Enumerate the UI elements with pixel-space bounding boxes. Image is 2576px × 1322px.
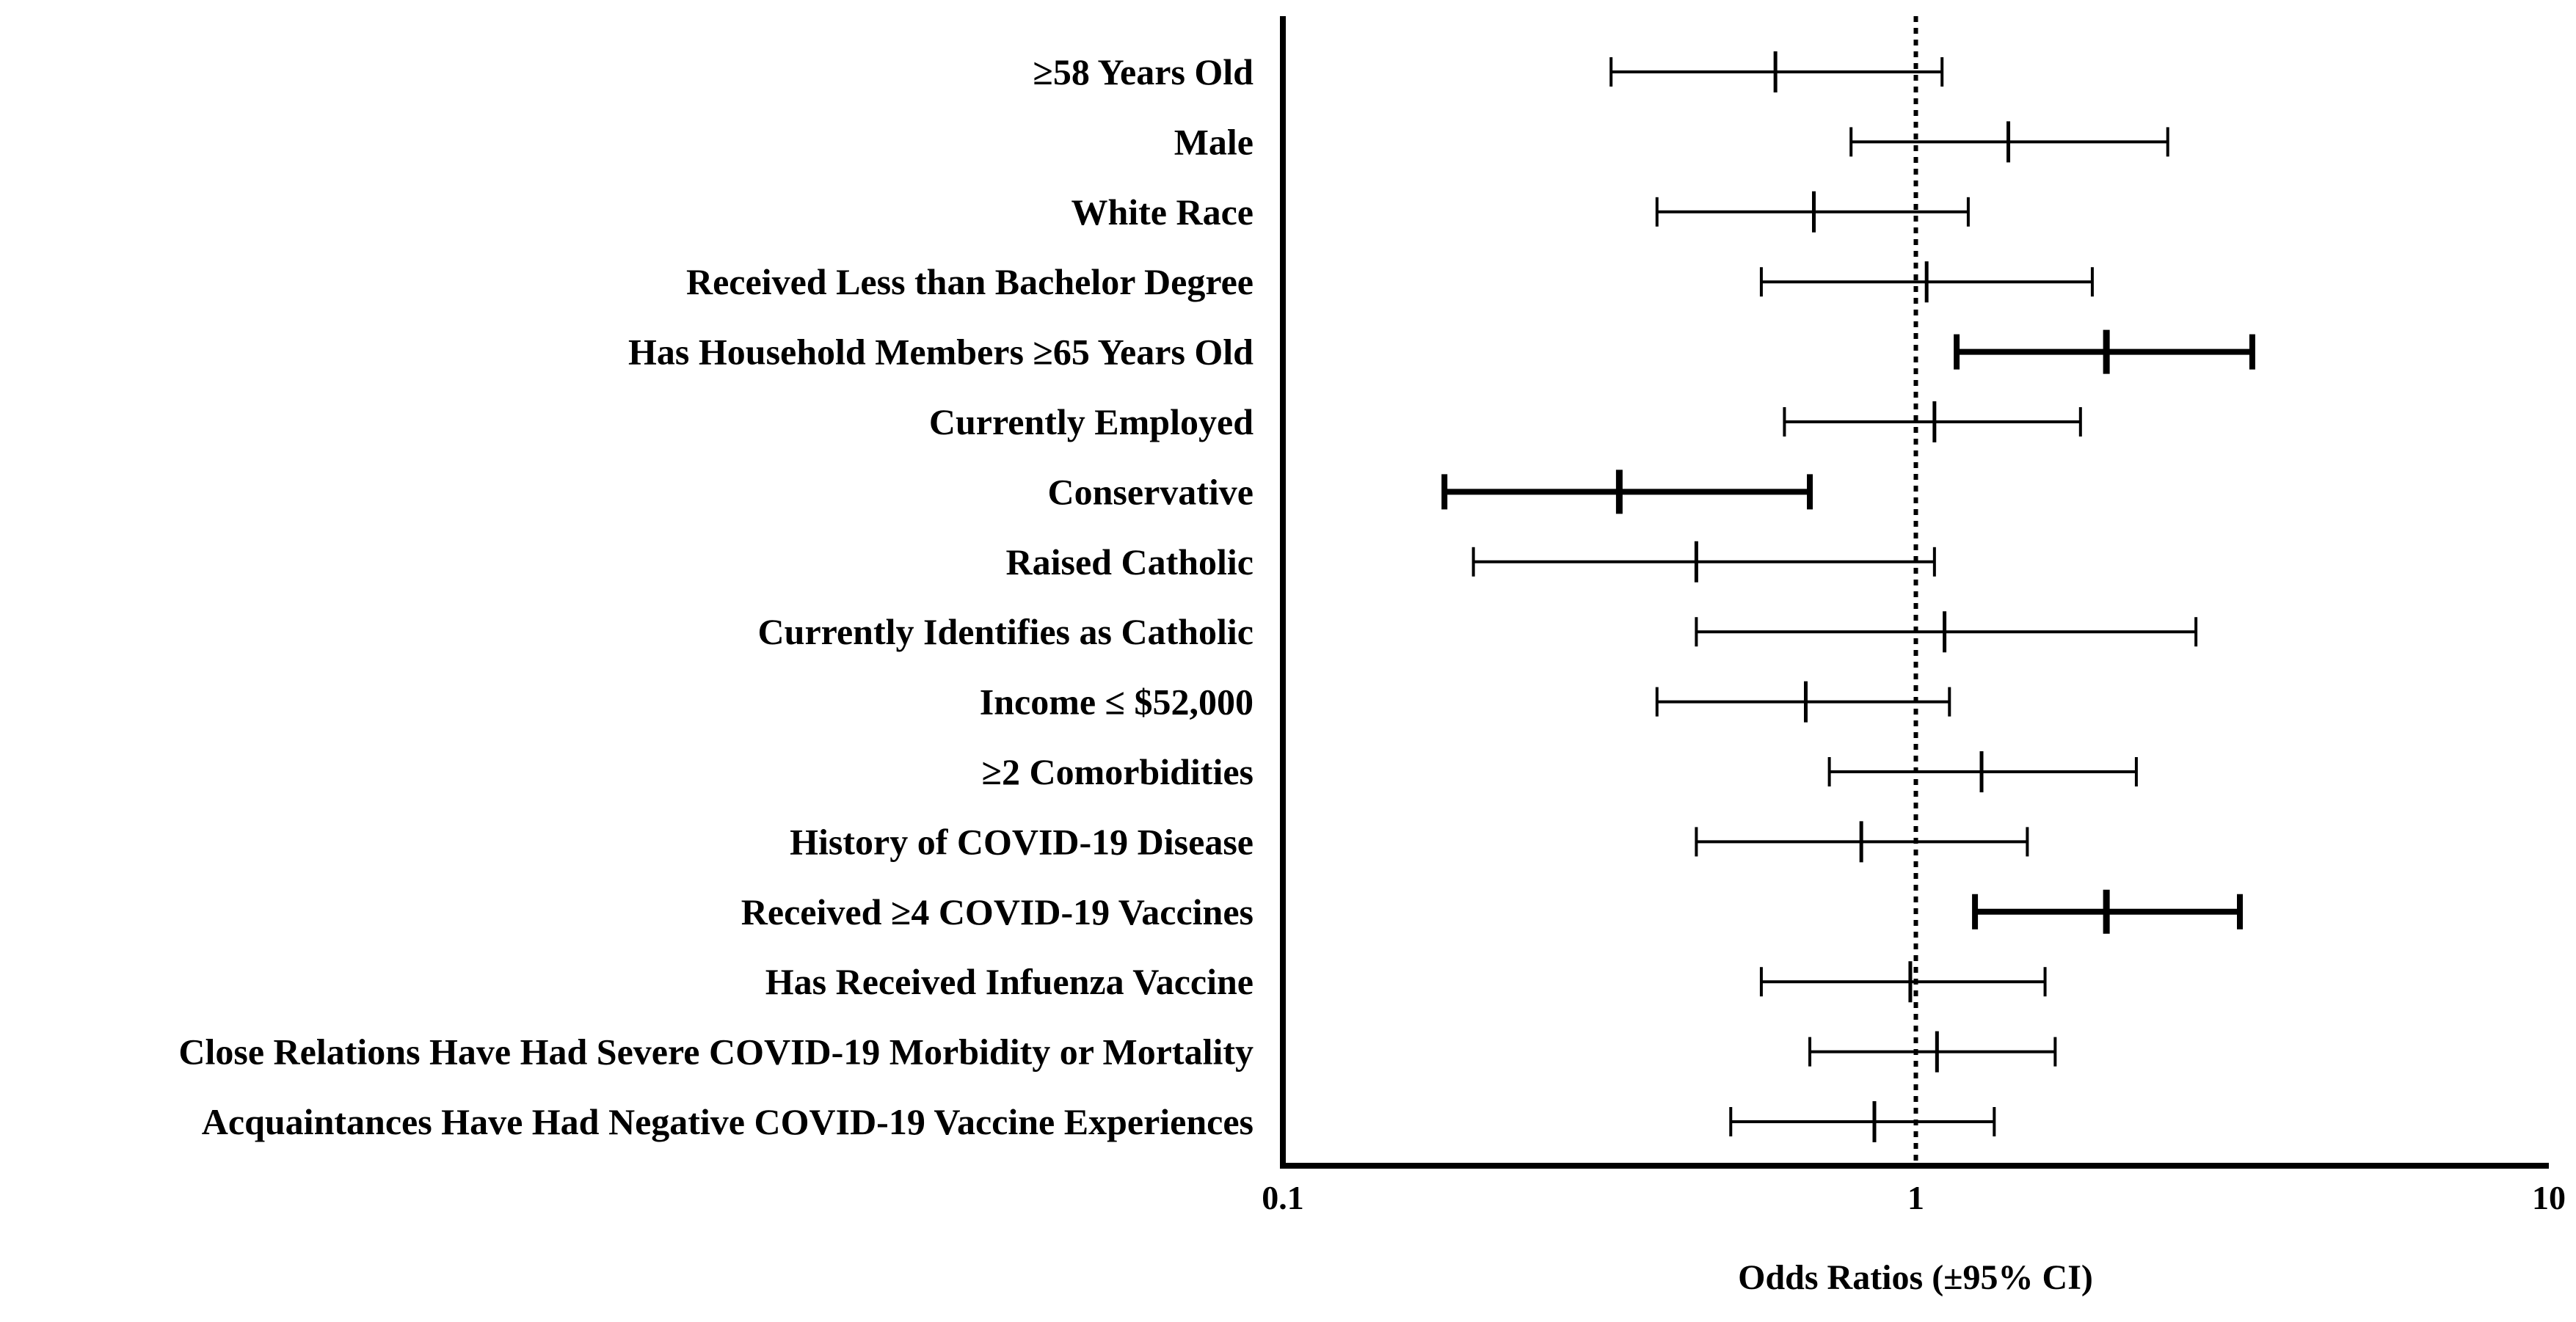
forest-row: ≥58 Years Old — [1033, 51, 1944, 92]
forest-row: History of COVID-19 Disease — [790, 821, 2029, 863]
row-label: ≥2 Comorbidities — [982, 751, 1254, 792]
row-label: Conservative — [1048, 471, 1254, 512]
row-label: Close Relations Have Had Severe COVID-19… — [178, 1031, 1254, 1073]
forest-row: Acquaintances Have Had Negative COVID-19… — [202, 1101, 1996, 1142]
forest-row: Has Received Infuenza Vaccine — [765, 961, 2047, 1003]
x-axis-title: Odds Ratios (±95% CI) — [1738, 1258, 2093, 1297]
row-label: History of COVID-19 Disease — [790, 821, 1254, 862]
forest-row: Male — [1174, 121, 2169, 163]
forest-row: Currently Employed — [929, 401, 2082, 442]
row-label: Received ≥4 COVID-19 Vaccines — [741, 891, 1254, 932]
x-tick-label: 0.1 — [1262, 1179, 1304, 1216]
forest-row: White Race — [1071, 191, 1970, 233]
row-label: Currently Identifies as Catholic — [758, 611, 1254, 652]
forest-row: Raised Catholic — [1006, 541, 1936, 583]
row-label: White Race — [1071, 191, 1254, 233]
forest-row: Has Household Members ≥65 Years Old — [628, 329, 2255, 374]
forest-row: Received ≥4 COVID-19 Vaccines — [741, 889, 2243, 934]
forest-row: Received Less than Bachelor Degree — [686, 261, 2094, 303]
forest-row: Currently Identifies as Catholic — [758, 611, 2198, 653]
forest-row: Conservative — [1048, 470, 1813, 514]
row-label: Income ≤ $52,000 — [980, 682, 1254, 723]
row-label: Currently Employed — [929, 401, 1254, 442]
row-label: Male — [1174, 121, 1254, 162]
forest-row: ≥2 Comorbidities — [982, 751, 2138, 792]
x-tick-label: 1 — [1907, 1179, 1924, 1216]
row-label: Acquaintances Have Had Negative COVID-19… — [202, 1101, 1254, 1142]
row-label: ≥58 Years Old — [1033, 51, 1254, 92]
row-label: Has Received Infuenza Vaccine — [765, 961, 1254, 1002]
forest-row: Close Relations Have Had Severe COVID-19… — [178, 1031, 2057, 1073]
x-tick-label: 10 — [2532, 1179, 2566, 1216]
row-label: Has Household Members ≥65 Years Old — [628, 332, 1254, 373]
row-label: Received Less than Bachelor Degree — [686, 261, 1254, 302]
forest-row: Income ≤ $52,000 — [980, 681, 1951, 723]
row-label: Raised Catholic — [1006, 541, 1254, 583]
